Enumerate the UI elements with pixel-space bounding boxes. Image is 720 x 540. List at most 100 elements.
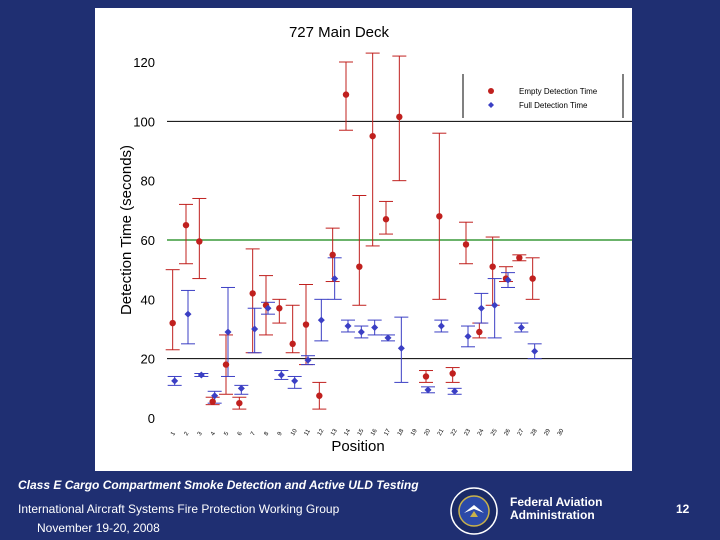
legend-marker-full [488, 102, 494, 108]
point-full-28 [531, 347, 539, 355]
x-tick-label-19: 19 [410, 428, 419, 437]
x-tick-label-13: 13 [330, 428, 339, 437]
x-tick-label-9: 9 [277, 431, 284, 437]
point-full-24 [477, 304, 485, 312]
point-full-2 [184, 310, 192, 318]
point-full-1 [171, 377, 179, 385]
point-empty-13 [329, 251, 336, 259]
organization-name: International Aircraft Systems Fire Prot… [18, 502, 340, 516]
point-full-12 [317, 316, 325, 324]
x-tick-label-2: 2 [184, 431, 191, 437]
x-tick-label-4: 4 [210, 431, 217, 437]
x-tick-label-24: 24 [477, 428, 486, 437]
x-tick-label-10: 10 [290, 428, 299, 437]
point-empty-15 [356, 263, 363, 270]
point-full-27 [517, 324, 525, 332]
point-full-4 [211, 392, 219, 400]
point-empty-3 [196, 238, 203, 245]
faa-name: Federal Aviation Administration [510, 495, 603, 522]
point-empty-9 [276, 305, 283, 312]
point-full-25 [491, 301, 499, 309]
x-tick-label-11: 11 [304, 428, 313, 437]
point-empty-4 [209, 398, 216, 405]
point-full-10 [291, 377, 299, 385]
point-full-5 [224, 328, 232, 336]
y-tick-label-40: 40 [141, 292, 155, 307]
x-tick-label-8: 8 [264, 431, 271, 437]
y-tick-label-120: 120 [133, 55, 155, 70]
x-tick-label-14: 14 [344, 428, 353, 437]
point-empty-17 [382, 216, 390, 223]
y-tick-label-60: 60 [141, 233, 155, 248]
point-full-22 [451, 387, 459, 395]
faa-seal-logo [450, 487, 498, 535]
point-full-26 [504, 276, 512, 284]
y-tick-label-80: 80 [141, 174, 155, 189]
point-empty-20 [422, 373, 430, 380]
point-empty-21 [436, 213, 443, 220]
x-tick-label-26: 26 [504, 428, 513, 437]
point-full-15 [357, 328, 365, 336]
point-full-17 [384, 334, 392, 342]
y-axis-label: Detection Time (seconds) [118, 145, 135, 315]
x-tick-label-28: 28 [530, 428, 539, 437]
y-tick-labels: 0 20 40 60 80 100 120 [133, 55, 155, 426]
x-tick-label-17: 17 [384, 428, 393, 437]
point-empty-10 [289, 340, 296, 348]
point-empty-5 [222, 361, 230, 368]
x-tick-label-30: 30 [557, 428, 566, 437]
x-tick-label-20: 20 [424, 428, 433, 437]
point-empty-6 [236, 399, 243, 407]
point-empty-14 [342, 91, 350, 98]
point-full-7 [251, 325, 259, 333]
x-tick-labels: 1 2 3 4 5 6 7 8 9 10 11 12 13 14 15 16 17 18 19 20 21 22 23 24 2… [170, 428, 566, 437]
x-tick-label-21: 21 [437, 428, 446, 437]
legend-marker-empty [488, 88, 494, 94]
x-tick-label-22: 22 [450, 428, 459, 437]
point-full-3 [197, 371, 205, 379]
x-tick-label-23: 23 [464, 428, 473, 437]
chart-panel: 727 Main Deck Detection Time (seconds) P… [95, 8, 632, 471]
point-empty-12 [316, 392, 323, 399]
point-full-11 [304, 356, 312, 364]
meeting-date: November 19-20, 2008 [37, 521, 160, 535]
x-tick-label-16: 16 [370, 428, 379, 437]
point-empty-23 [462, 241, 470, 248]
point-full-13 [331, 275, 339, 283]
point-full-8 [264, 304, 272, 312]
point-full-16 [371, 324, 379, 332]
point-empty-24 [476, 328, 483, 336]
y-tick-label-0: 0 [148, 411, 155, 426]
presentation-title: Class E Cargo Compartment Smoke Detectio… [18, 478, 419, 492]
x-tick-label-29: 29 [544, 428, 553, 437]
point-full-20 [424, 386, 432, 394]
point-full-23 [464, 332, 472, 340]
data-points [169, 91, 539, 407]
point-empty-27 [516, 254, 523, 261]
point-empty-22 [449, 370, 456, 377]
point-empty-18 [396, 113, 403, 121]
point-empty-2 [182, 221, 190, 229]
page-number: 12 [676, 502, 690, 516]
x-tick-label-18: 18 [397, 428, 406, 437]
point-empty-16 [369, 132, 376, 140]
x-tick-label-27: 27 [517, 428, 526, 437]
legend-label-full: Full Detection Time [519, 101, 588, 110]
x-tick-label-12: 12 [317, 428, 326, 437]
point-full-14 [344, 322, 352, 330]
x-tick-label-1: 1 [170, 431, 177, 437]
point-empty-25 [489, 263, 496, 270]
y-tick-label-20: 20 [141, 352, 155, 367]
point-full-21 [437, 322, 445, 330]
point-empty-7 [249, 290, 256, 297]
x-tick-label-25: 25 [490, 428, 499, 437]
point-full-18 [397, 344, 405, 352]
chart-title: 727 Main Deck [289, 24, 390, 41]
x-tick-label-3: 3 [197, 431, 204, 437]
legend-label-empty: Empty Detection Time [519, 87, 598, 96]
x-tick-label-6: 6 [237, 431, 244, 437]
x-tick-label-15: 15 [357, 428, 366, 437]
y-tick-label-100: 100 [133, 114, 155, 129]
point-empty-1 [169, 319, 176, 327]
x-tick-label-5: 5 [224, 431, 231, 437]
